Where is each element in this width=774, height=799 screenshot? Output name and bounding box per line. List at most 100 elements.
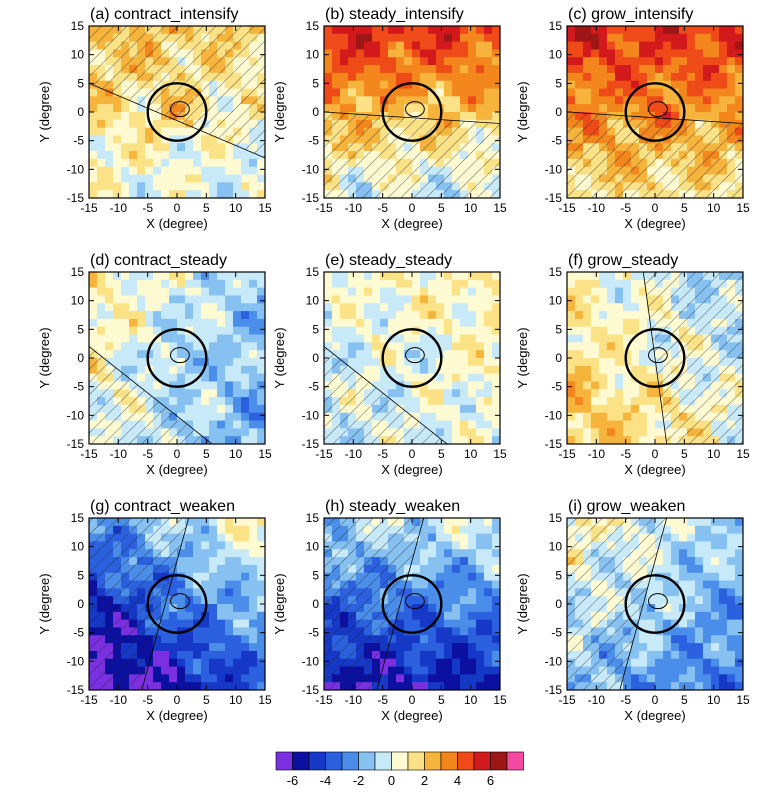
y-axis-label: Y (degree): [515, 81, 530, 142]
panel-title: (f) grow_steady: [568, 252, 678, 269]
y-tick-label: 15: [306, 265, 320, 279]
colorbar-box: [358, 751, 376, 771]
y-axis-label: Y (degree): [515, 327, 530, 388]
x-tick-label: 0: [652, 201, 659, 215]
x-tick-label: 15: [258, 201, 272, 215]
reference-circle-i: [624, 574, 686, 634]
x-tick-label: 15: [493, 201, 507, 215]
y-tick-label: -5: [551, 626, 562, 640]
panel-g: -15-15 -10 -10 -5 -5 0 0 5 5 10 10 15 15 X (degree) Y …: [37, 498, 272, 723]
x-tick-label: 10: [229, 693, 243, 707]
y-tick-label: 0: [555, 105, 562, 119]
colorbar-label: 4: [454, 773, 461, 788]
y-tick-label: 10: [549, 540, 563, 554]
panel-title: (g) contract_weaken: [90, 498, 235, 515]
center-contour-h: [405, 593, 425, 610]
center-contour-i: [648, 593, 668, 610]
panel-b: -15-15 -10 -10 -5 -5 0 0 5 5 10 10 15 15 X (degree) Y …: [272, 6, 507, 231]
x-axis-label: X (degree): [146, 216, 207, 231]
y-tick-label: -10: [67, 654, 85, 668]
panel-c: -15-15 -10 -10 -5 -5 0 0 5 5 10 10 15 15 X (degree) Y …: [515, 6, 750, 231]
colorbar-box: [457, 751, 475, 771]
y-tick-label: -5: [308, 134, 319, 148]
y-axis-label: Y (degree): [37, 81, 52, 142]
significance-hatching-e: [324, 345, 448, 444]
colorbar-box: [506, 751, 524, 771]
x-tick-label: 5: [203, 447, 210, 461]
reference-circle-c: [624, 82, 686, 142]
x-tick-label: -10: [110, 693, 128, 707]
panel-i: -15-15 -10 -10 -5 -5 0 0 5 5 10 10 15 15 X (degree) Y …: [515, 498, 750, 723]
x-tick-label: -10: [588, 693, 606, 707]
y-tick-label: 5: [312, 568, 319, 582]
x-tick-label: 0: [652, 447, 659, 461]
y-tick-label: 0: [77, 351, 84, 365]
y-axis-label: Y (degree): [37, 327, 52, 388]
center-contour-a: [170, 101, 190, 118]
x-tick-label: 10: [229, 447, 243, 461]
x-tick-label: -10: [345, 447, 363, 461]
reference-circle-f: [624, 328, 686, 388]
y-tick-label: 0: [555, 597, 562, 611]
x-tick-label: 15: [736, 693, 750, 707]
y-tick-label: 10: [549, 48, 563, 62]
y-tick-label: 0: [555, 351, 562, 365]
y-tick-label: 10: [306, 48, 320, 62]
y-tick-label: -10: [545, 408, 563, 422]
panel-title: (b) steady_intensify: [325, 6, 464, 23]
x-tick-label: 10: [229, 201, 243, 215]
center-contour-g: [170, 593, 190, 610]
colorbar-box: [440, 751, 458, 771]
x-tick-label: 5: [203, 693, 210, 707]
y-tick-label: 15: [549, 511, 563, 525]
y-axis-label: Y (degree): [272, 573, 287, 634]
x-tick-label: 15: [258, 693, 272, 707]
reference-circle-d: [146, 328, 208, 388]
colorbar-box: [490, 751, 508, 771]
x-tick-label: 0: [409, 447, 416, 461]
x-axis-label: X (degree): [624, 708, 685, 723]
reference-circle-e: [381, 328, 443, 388]
y-axis-label: Y (degree): [272, 81, 287, 142]
colorbar-box: [341, 751, 359, 771]
y-tick-label: -15: [67, 683, 85, 697]
center-contour-f: [648, 347, 668, 364]
x-axis-label: X (degree): [624, 462, 685, 477]
reference-circle-g: [146, 574, 208, 634]
x-tick-label: -5: [377, 201, 388, 215]
panel-title: (d) contract_steady: [90, 252, 227, 269]
x-tick-label: -15: [80, 447, 98, 461]
colorbar-label: 0: [388, 773, 395, 788]
y-tick-label: 5: [312, 76, 319, 90]
x-tick-label: -10: [588, 201, 606, 215]
x-tick-label: -5: [620, 447, 631, 461]
x-tick-label: -5: [620, 693, 631, 707]
y-tick-label: 10: [549, 294, 563, 308]
x-axis-label: X (degree): [381, 462, 442, 477]
y-tick-label: 10: [71, 48, 85, 62]
significance-hatching-c: [567, 111, 743, 198]
y-tick-label: -5: [73, 134, 84, 148]
x-tick-label: -15: [315, 693, 333, 707]
y-tick-label: 15: [306, 19, 320, 33]
y-tick-label: -5: [73, 626, 84, 640]
colorbar-label: 6: [487, 773, 494, 788]
y-tick-label: -15: [545, 683, 563, 697]
x-tick-label: 10: [707, 693, 721, 707]
y-tick-label: 15: [549, 265, 563, 279]
y-tick-label: -5: [308, 626, 319, 640]
y-tick-label: 5: [77, 568, 84, 582]
colorbar-label: -4: [320, 773, 332, 788]
x-tick-label: -5: [142, 447, 153, 461]
x-tick-label: 5: [681, 447, 688, 461]
y-tick-label: -15: [67, 437, 85, 451]
x-tick-label: -10: [110, 447, 128, 461]
y-tick-label: -10: [67, 408, 85, 422]
y-tick-label: 5: [555, 568, 562, 582]
x-tick-label: 5: [681, 693, 688, 707]
x-tick-label: 0: [174, 201, 181, 215]
y-tick-label: -5: [308, 380, 319, 394]
y-axis-label: Y (degree): [515, 573, 530, 634]
x-tick-label: 10: [464, 693, 478, 707]
x-tick-label: 5: [438, 693, 445, 707]
